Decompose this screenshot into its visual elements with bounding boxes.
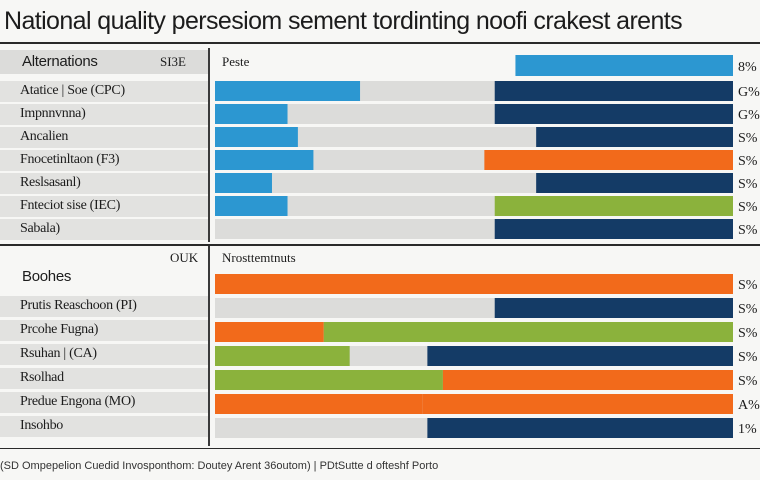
bar-segment — [215, 81, 361, 101]
row-label-bg — [0, 320, 208, 341]
group-divider — [0, 244, 760, 246]
group-code: OUK — [170, 250, 199, 265]
chart-footer: (SD Ompepelion Cuedid Invosponthom: Dout… — [0, 460, 439, 472]
row-label-bg — [0, 127, 208, 148]
header-bar-segment — [515, 55, 733, 76]
bar-segment — [494, 81, 733, 101]
row-label: Atatice | Soe (CPC) — [20, 83, 125, 98]
value-label: S% — [738, 278, 758, 293]
bar-segment — [422, 394, 733, 414]
value-label: S% — [738, 350, 758, 365]
row-label: Fnocetinltaon (F3) — [20, 152, 120, 167]
bar-segment — [215, 274, 733, 294]
value-label: S% — [738, 200, 758, 215]
bar-segment — [442, 370, 733, 390]
value-label: S% — [738, 374, 758, 389]
row-label: Rsuhan | (CA) — [20, 346, 97, 361]
bottom-rule — [0, 448, 760, 449]
bar-segment — [494, 104, 733, 124]
value-label: G% — [738, 108, 760, 123]
bar-segment — [215, 370, 443, 390]
row-label: Prcohe Fugna) — [20, 322, 99, 337]
bar-segment — [215, 346, 350, 366]
row-label-bg — [0, 392, 208, 413]
row-label: Insohbo — [20, 418, 64, 433]
value-label: G% — [738, 85, 760, 100]
group-name: Alternations — [22, 53, 98, 70]
row-label-bg — [0, 104, 208, 125]
axis-line — [208, 246, 210, 446]
row-label-bg — [0, 196, 208, 217]
row-label: Prutis Reaschoon (PI) — [20, 298, 137, 313]
row-label-bg — [0, 344, 208, 365]
value-label: S% — [738, 177, 758, 192]
bar-segment — [323, 322, 733, 342]
row-label-bg — [0, 81, 208, 102]
value-label: S% — [738, 154, 758, 169]
row-label: Fnteciot sise (IEC) — [20, 198, 121, 213]
column-header: Peste — [222, 54, 250, 69]
bar-segment — [494, 196, 733, 216]
row-label: Sabala) — [20, 221, 60, 236]
bar-segment — [215, 127, 298, 147]
bar-segment — [215, 394, 423, 414]
value-label: S% — [738, 302, 758, 317]
row-label: Impnnvnna) — [20, 106, 86, 121]
bar-segment — [494, 219, 733, 239]
bar-segment — [215, 322, 324, 342]
value-label: A% — [738, 398, 760, 413]
bar-segment — [494, 298, 733, 318]
group-name: Boohes — [22, 268, 72, 285]
group-code: SI3E — [160, 54, 186, 69]
bar-segment — [215, 173, 272, 193]
value-label: S% — [738, 326, 758, 341]
chart-title: National quality persesiom sement tordin… — [4, 7, 683, 35]
row-label-bg — [0, 416, 208, 437]
column-header: Nrosttemtnuts — [222, 250, 296, 265]
top-rule — [0, 42, 760, 44]
row-label: Rsolhad — [20, 370, 64, 385]
axis-line — [208, 48, 210, 242]
bar-segment — [536, 127, 733, 147]
bar-segment — [215, 196, 288, 216]
bar-segment — [427, 346, 733, 366]
group-header-band — [0, 50, 208, 74]
bar-segment — [215, 104, 288, 124]
bar-segment — [536, 173, 733, 193]
value-label: S% — [738, 223, 758, 238]
row-label-bg — [0, 219, 208, 240]
row-label-bg — [0, 173, 208, 194]
header-value-label: 8% — [738, 60, 757, 75]
value-label: 1% — [738, 422, 757, 437]
row-label: Ancalien — [20, 129, 69, 144]
row-label: Reslsasanl) — [20, 175, 81, 190]
bar-segment — [484, 150, 733, 170]
row-label: Predue Engona (MO) — [20, 394, 136, 409]
row-label-bg — [0, 296, 208, 317]
bar-segment — [427, 418, 733, 438]
bar-segment — [215, 150, 314, 170]
row-label-bg — [0, 150, 208, 171]
row-label-bg — [0, 368, 208, 389]
value-label: S% — [738, 131, 758, 146]
